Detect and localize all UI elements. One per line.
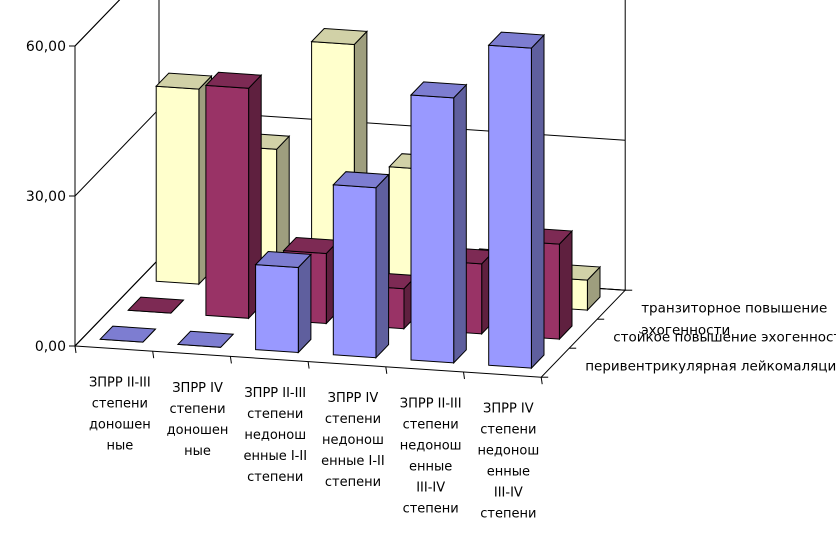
series-label-back-line: эхогенности <box>641 323 730 339</box>
bar <box>254 250 313 354</box>
bar <box>409 81 468 365</box>
bar <box>127 296 185 314</box>
bar-front <box>205 84 250 319</box>
category-label-line: ЗПРР IV <box>328 391 379 406</box>
category-label-line: ные <box>106 439 133 454</box>
bar-top <box>155 72 213 90</box>
category-label-line: недонош <box>477 444 539 459</box>
bar <box>99 325 157 343</box>
category-label: ЗПРР IV степени недонош енные I-II степени <box>321 391 385 490</box>
bar-side <box>530 33 545 370</box>
category-label-line: енные I-II <box>321 454 385 469</box>
series-label-back-line: транзиторное повышение <box>641 301 827 317</box>
bar-top <box>176 330 235 348</box>
x-tick-mark <box>74 345 77 354</box>
series-label-middle: стойкое повышение эхогенности <box>613 330 836 346</box>
bar-side <box>297 253 312 354</box>
category-label-line: ЗПРР II-III <box>400 396 462 411</box>
bar-front <box>255 264 299 354</box>
category-label-line: степени <box>480 507 536 522</box>
series-label-back: транзиторное повышение эхогенности <box>641 301 827 339</box>
category-label: ЗПРР II-III степени доношен ные <box>89 376 151 454</box>
bar-top <box>99 325 157 343</box>
bar-side <box>375 173 390 359</box>
bar-top <box>487 31 546 49</box>
x-tick-mark <box>152 351 155 359</box>
category-label-line: недонош <box>322 433 384 448</box>
bar-front <box>332 184 377 359</box>
gridline <box>74 0 121 47</box>
x-tick-mark <box>463 371 465 380</box>
bar-side <box>453 83 467 365</box>
bar-top <box>127 296 185 314</box>
y-tick-label: 60,00 <box>26 39 66 55</box>
category-label: ЗПРР IV степени недонош енные III-IV степени <box>477 402 539 522</box>
category-label-line: енные <box>487 465 530 480</box>
category-label-line: ЗПРР II-III <box>244 386 306 401</box>
bar-top <box>204 71 263 89</box>
x-tick-mark <box>385 366 388 374</box>
bar-top <box>332 171 390 189</box>
bar <box>487 31 546 370</box>
series-label-front-line: перивентрикулярная лейкомаляция <box>585 359 836 375</box>
category-label-line: степени <box>325 412 381 427</box>
bar-top <box>254 250 313 269</box>
bar-front <box>155 85 200 285</box>
bar <box>332 171 390 359</box>
category-label-line: степени <box>247 407 303 422</box>
x-tick-mark <box>229 356 232 364</box>
series-label-front: перивентрикулярная лейкомаляция <box>585 359 836 375</box>
bar-front <box>410 94 455 364</box>
category-label-line: енные <box>409 459 452 474</box>
category-label-line: енные I-II <box>243 449 307 464</box>
category-label-line: ЗПРР IV <box>172 381 223 396</box>
category-label-line: ные <box>184 444 211 459</box>
category-label-line: степени <box>92 397 148 412</box>
bar-side <box>558 229 573 341</box>
bar-front <box>488 44 532 369</box>
bar-top <box>310 27 369 46</box>
category-label-line: степени <box>325 475 381 490</box>
category-label: ЗПРР II-III степени недонош енные III-IV степ… <box>400 396 462 516</box>
series-label-middle-line: стойкое повышение эхогенности <box>613 330 836 346</box>
category-label-line: III-IV <box>494 486 523 501</box>
category-label-line: доношен <box>167 423 229 438</box>
category-label-line: недонош <box>244 428 306 443</box>
category-label-line: недонош <box>400 438 462 453</box>
category-label-line: III-IV <box>416 480 445 495</box>
x-tick-mark <box>540 377 543 385</box>
y-tick-label: 30,00 <box>26 189 66 205</box>
category-label: ЗПРР II-III степени недонош енные I-II степе… <box>243 386 307 485</box>
bar <box>176 330 235 348</box>
category-label-line: ЗПРР IV <box>483 402 534 417</box>
category-label: ЗПРР IV степени доношен ные <box>167 381 229 459</box>
y-tick-label: 0,00 <box>35 339 66 355</box>
bar <box>155 72 213 286</box>
category-label-line: степени <box>480 423 536 438</box>
category-label-line: степени <box>403 417 459 432</box>
bar <box>204 71 263 320</box>
category-label-line: ЗПРР II-III <box>89 376 151 391</box>
category-label-line: степени <box>169 402 225 417</box>
category-label-line: степени <box>403 501 459 516</box>
bar-top <box>409 81 468 99</box>
x-tick-mark <box>307 361 310 369</box>
category-label-line: степени <box>247 470 303 485</box>
category-label-line: доношен <box>89 418 151 433</box>
